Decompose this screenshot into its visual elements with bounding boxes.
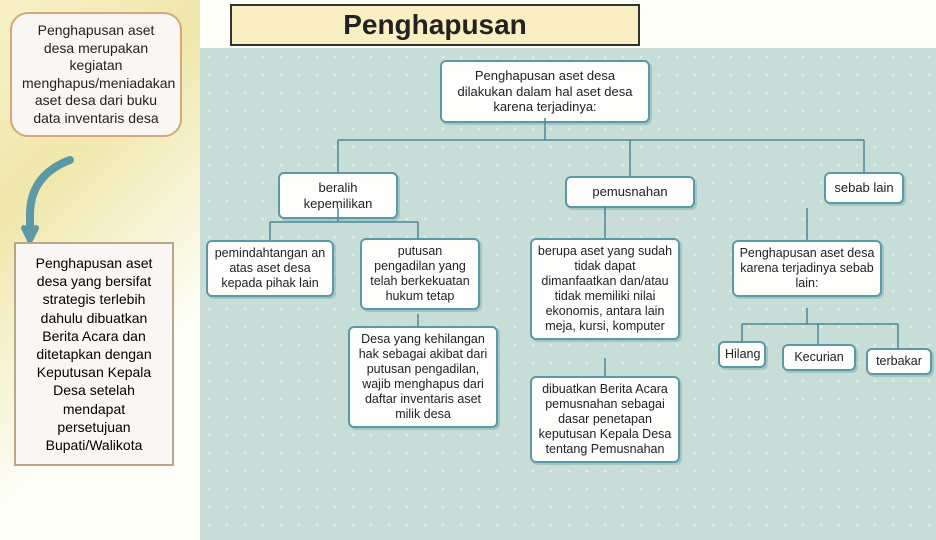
node-sebab-lain-desc: Penghapusan aset desa karena terjadinya …: [732, 240, 882, 297]
b3l3-text: terbakar: [876, 354, 922, 368]
node-pemindahtanganan: pemindahtangan an atas aset desa kepada …: [206, 240, 334, 297]
node-berita-acara-pemusnahan: dibuatkan Berita Acara pemusnahan sebaga…: [530, 376, 680, 463]
root-node: Penghapusan aset desa dilakukan dalam ha…: [440, 60, 650, 123]
branch-sebab-lain: sebab lain: [824, 172, 904, 204]
node-desa-kehilangan-hak: Desa yang kehilangan hak sebagai akibat …: [348, 326, 498, 428]
node-putusan-pengadilan: putusan pengadilan yang telah berkekuata…: [360, 238, 480, 310]
strategis-box: Penghapusan aset desa yang bersifat stra…: [14, 242, 174, 466]
b2c1-text: berupa aset yang sudah tidak dapat diman…: [538, 244, 672, 333]
b1c1-text: pemindahtangan an atas aset desa kepada …: [215, 246, 326, 290]
b1c2b-text: Desa yang kehilangan hak sebagai akibat …: [359, 332, 488, 421]
branch2-label: pemusnahan: [592, 184, 667, 199]
leaf-hilang: Hilang: [718, 341, 766, 368]
title-text: Penghapusan: [343, 9, 527, 41]
strategis-text: Penghapusan aset desa yang bersifat stra…: [36, 255, 153, 453]
branch1-label: beralih kepemilikan: [304, 180, 373, 211]
definition-text: Penghapusan aset desa merupakan kegiatan…: [22, 22, 175, 126]
branch-pemusnahan: pemusnahan: [565, 176, 695, 208]
b3l1-text: Hilang: [725, 347, 760, 361]
branch-beralih: beralih kepemilikan: [278, 172, 398, 219]
branch3-label: sebab lain: [834, 180, 893, 195]
root-text: Penghapusan aset desa dilakukan dalam ha…: [458, 68, 633, 114]
leaf-kecurian: Kecurian: [782, 344, 856, 371]
b3l2-text: Kecurian: [794, 350, 843, 364]
leaf-terbakar: terbakar: [866, 348, 932, 375]
title-box: Penghapusan: [230, 4, 640, 46]
b1c2a-text: putusan pengadilan yang telah berkekuata…: [370, 244, 469, 303]
b2c2-text: dibuatkan Berita Acara pemusnahan sebaga…: [539, 382, 672, 456]
definition-box: Penghapusan aset desa merupakan kegiatan…: [10, 12, 182, 137]
node-berupa-aset: berupa aset yang sudah tidak dapat diman…: [530, 238, 680, 340]
b3c1-text: Penghapusan aset desa karena terjadinya …: [740, 246, 875, 290]
